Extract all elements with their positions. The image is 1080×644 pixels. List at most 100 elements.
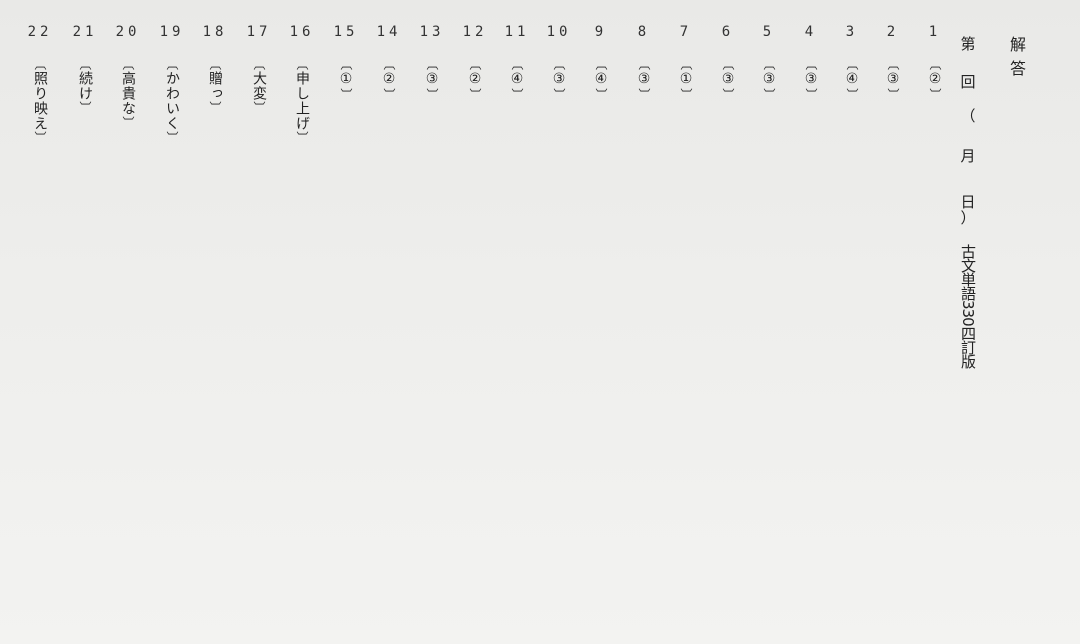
session-paren-open: （ (960, 107, 976, 125)
question-number: 6 (721, 24, 735, 40)
answer-box: 〔③〕 (636, 58, 652, 101)
answer-item: 7 〔①〕 (671, 24, 701, 101)
bracket-open: 〔 (845, 58, 859, 71)
bracket-close: 〕 (928, 88, 942, 101)
bracket-close: 〕 (468, 88, 482, 101)
answer-box: 〔照り映え〕 (32, 58, 48, 144)
answer-text: ② (927, 71, 943, 88)
bracket-open: 〔 (762, 58, 776, 71)
answer-text: ① (678, 71, 694, 88)
session-header: 第 回 （ 月 日 ） 古文単語330四訂版 (958, 36, 978, 368)
answer-text: ③ (551, 71, 567, 88)
question-number: 17 (246, 24, 272, 40)
answer-box: 〔①〕 (338, 58, 354, 101)
answer-item: 12 〔②〕 (460, 24, 490, 101)
bracket-close: 〕 (208, 101, 222, 114)
answer-box: 〔④〕 (509, 58, 525, 101)
bracket-open: 〔 (594, 58, 608, 71)
bracket-close: 〕 (295, 131, 309, 144)
bracket-open: 〔 (510, 58, 524, 71)
answer-item: 3 〔④〕 (837, 24, 867, 101)
bracket-open: 〔 (33, 58, 47, 71)
bracket-close: 〕 (762, 88, 776, 101)
question-number: 16 (289, 24, 315, 40)
answer-item: 13 〔③〕 (417, 24, 447, 101)
answer-item: 8 〔③〕 (629, 24, 659, 101)
question-number: 20 (115, 24, 141, 40)
answer-text: かわいく (164, 71, 180, 131)
session-day: 日 (960, 193, 976, 211)
question-number: 12 (462, 24, 488, 40)
bracket-close: 〕 (78, 101, 92, 114)
bracket-close: 〕 (165, 131, 179, 144)
bracket-open: 〔 (121, 58, 135, 71)
answer-box: 〔④〕 (844, 58, 860, 101)
answer-text: 贈っ (207, 71, 223, 101)
answer-text: ③ (636, 71, 652, 88)
answer-box: 〔申し上げ〕 (294, 58, 310, 144)
bracket-open: 〔 (928, 58, 942, 71)
answer-text: ② (467, 71, 483, 88)
bracket-open: 〔 (886, 58, 900, 71)
question-number: 21 (72, 24, 98, 40)
answer-box: 〔大変〕 (251, 58, 267, 114)
answer-item: 20 〔高貴な〕 (113, 24, 143, 129)
answer-text: 申し上げ (294, 71, 310, 131)
answer-text: ③ (761, 71, 777, 88)
answer-box: 〔③〕 (551, 58, 567, 101)
answer-text: 続け (77, 71, 93, 101)
bracket-close: 〕 (845, 88, 859, 101)
answer-item: 9 〔④〕 (586, 24, 616, 101)
answer-box: 〔③〕 (761, 58, 777, 101)
question-number: 7 (679, 24, 693, 40)
answer-box: 〔かわいく〕 (164, 58, 180, 144)
answer-text: ① (338, 71, 354, 88)
book-title: 古文単語330四訂版 (959, 244, 977, 368)
answer-text: ③ (885, 71, 901, 88)
answer-item: 2 〔③〕 (878, 24, 908, 101)
question-number: 22 (27, 24, 53, 40)
answer-text: ③ (803, 71, 819, 88)
bracket-open: 〔 (382, 58, 396, 71)
question-number: 9 (594, 24, 608, 40)
answer-title: 解答 (1007, 36, 1026, 84)
answer-item: 6 〔③〕 (713, 24, 743, 101)
bracket-close: 〕 (721, 88, 735, 101)
question-number: 8 (637, 24, 651, 40)
answer-box: 〔②〕 (467, 58, 483, 101)
bracket-open: 〔 (468, 58, 482, 71)
bracket-open: 〔 (165, 58, 179, 71)
bracket-close: 〕 (804, 88, 818, 101)
question-number: 1 (928, 24, 942, 40)
answer-item: 14 〔②〕 (374, 24, 404, 101)
bracket-open: 〔 (295, 58, 309, 71)
bracket-close: 〕 (425, 88, 439, 101)
answer-box: 〔続け〕 (77, 58, 93, 114)
session-dai: 第 (960, 35, 976, 53)
bracket-close: 〕 (339, 88, 353, 101)
question-number: 18 (202, 24, 228, 40)
answer-box: 〔贈っ〕 (207, 58, 223, 114)
answer-text: ③ (424, 71, 440, 88)
answer-text: 高貴な (120, 71, 136, 116)
bracket-close: 〕 (252, 101, 266, 114)
answer-item: 1 〔②〕 (920, 24, 950, 101)
answer-item: 16 〔申し上げ〕 (287, 24, 317, 144)
bracket-open: 〔 (425, 58, 439, 71)
answer-item: 11 〔④〕 (502, 24, 532, 101)
session-kai: 回 (960, 73, 976, 91)
question-number: 14 (376, 24, 402, 40)
answer-text: ③ (720, 71, 736, 88)
answer-text: ④ (509, 71, 525, 88)
answer-text: ④ (593, 71, 609, 88)
answer-box: 〔③〕 (885, 58, 901, 101)
bracket-open: 〔 (78, 58, 92, 71)
answer-box: 〔③〕 (803, 58, 819, 101)
answer-item: 22 〔照り映え〕 (25, 24, 55, 144)
answer-box: 〔①〕 (678, 58, 694, 101)
bracket-close: 〕 (121, 116, 135, 129)
question-number: 11 (504, 24, 530, 40)
question-number: 3 (845, 24, 859, 40)
question-number: 5 (762, 24, 776, 40)
session-paren-close: ） (960, 209, 976, 227)
